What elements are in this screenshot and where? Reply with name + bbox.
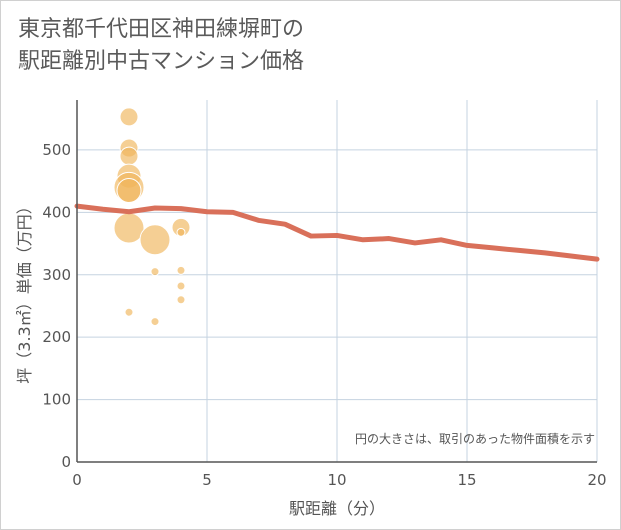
bubble-point — [150, 317, 160, 327]
chart-title-line1: 東京都千代田区神田練塀町の — [18, 17, 305, 42]
chart-title: 東京都千代田区神田練塀町の 駅距離別中古マンション価格 — [18, 14, 578, 78]
bubble-point — [119, 146, 139, 166]
y-tick-label: 500 — [42, 141, 71, 159]
y-tick-label: 100 — [42, 391, 71, 409]
bubble-point — [150, 267, 160, 277]
bubble-point — [176, 265, 186, 275]
bubble-point — [176, 281, 186, 291]
bubble-point — [176, 295, 186, 305]
bubble-point — [119, 107, 139, 127]
y-tick-label: 0 — [61, 453, 71, 471]
trend-line — [74, 203, 600, 262]
y-tick-label: 400 — [42, 203, 71, 221]
x-tick-label: 20 — [587, 471, 606, 489]
chart-title-line2: 駅距離別中古マンション価格 — [18, 49, 305, 74]
bubble-point — [116, 178, 142, 203]
x-tick-label: 5 — [202, 471, 212, 489]
grid-lines — [77, 100, 598, 462]
bubble-point — [176, 227, 186, 237]
bubble-point — [139, 224, 171, 256]
x-tick-label: 0 — [72, 471, 82, 489]
bubble-series — [113, 107, 191, 327]
y-axis-label: 坪（3.3㎡）単価（万円） — [15, 198, 34, 383]
trend-series — [74, 203, 600, 262]
x-tick-label: 15 — [457, 471, 476, 489]
bubble-size-note: 円の大きさは、取引のあった物件面積を示す — [355, 431, 595, 446]
x-tick-label: 10 — [327, 471, 346, 489]
y-tick-label: 300 — [42, 266, 71, 284]
y-tick-label: 200 — [42, 328, 71, 346]
bubble-point — [113, 212, 145, 244]
axes — [76, 100, 597, 463]
bubble-point — [124, 307, 134, 317]
x-axis-label: 駅距離（分） — [289, 499, 385, 518]
